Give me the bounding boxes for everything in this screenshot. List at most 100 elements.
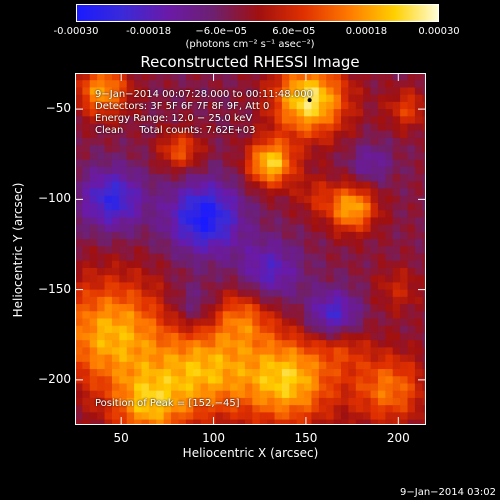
heatmap-cell: [311, 260, 320, 269]
heatmap-cell: [348, 253, 357, 262]
heatmap-cell: [281, 217, 290, 226]
heatmap-cell: [304, 188, 313, 197]
heatmap-cell: [326, 188, 335, 197]
heatmap-cell: [237, 181, 246, 190]
heatmap-cell: [163, 289, 172, 298]
heatmap-cell: [289, 101, 298, 110]
heatmap-cell: [252, 166, 261, 175]
heatmap-cell: [422, 296, 426, 305]
heatmap-cell: [230, 101, 239, 110]
heatmap-cell: [104, 231, 113, 240]
heatmap-cell: [230, 188, 239, 197]
heatmap-cell: [289, 282, 298, 291]
heatmap-cell: [370, 152, 379, 161]
heatmap-cell: [267, 325, 276, 334]
heatmap-cell: [311, 397, 320, 406]
heatmap-cell: [259, 73, 268, 81]
heatmap-cell: [392, 94, 401, 103]
heatmap-cell: [333, 253, 342, 262]
heatmap-cell: [407, 137, 416, 146]
heatmap-cell: [348, 188, 357, 197]
heatmap-cell: [304, 73, 313, 81]
heatmap-cell: [148, 347, 157, 356]
heatmap-cell: [422, 412, 426, 421]
heatmap-cell: [274, 109, 283, 117]
heatmap-cell: [341, 116, 350, 125]
heatmap-cell: [222, 246, 231, 255]
heatmap-cell: [104, 94, 113, 103]
heatmap-cell: [141, 304, 150, 312]
heatmap-cell: [134, 181, 143, 190]
heatmap-cell: [370, 174, 379, 182]
heatmap-cell: [318, 354, 327, 363]
heatmap-cell: [97, 217, 106, 226]
heatmap-cell: [259, 267, 268, 276]
heatmap-cell: [200, 347, 209, 356]
heatmap-cell: [111, 239, 120, 247]
heatmap-cell: [274, 412, 283, 421]
heatmap-cell: [237, 145, 246, 154]
heatmap-cell: [208, 383, 216, 392]
heatmap-cell: [363, 369, 372, 377]
heatmap-cell: [422, 80, 426, 89]
colorbar-tick-label: 6.0e−05: [272, 26, 316, 37]
heatmap-cell: [230, 246, 239, 255]
heatmap-cell: [126, 224, 135, 233]
heatmap-cell: [252, 267, 261, 276]
heatmap-cell: [230, 87, 239, 96]
heatmap-cell: [75, 159, 83, 168]
heatmap-cell: [311, 361, 320, 370]
heatmap-cell: [200, 195, 209, 204]
heatmap-cell: [178, 311, 187, 320]
heatmap-cell: [185, 210, 194, 219]
heatmap-cell: [244, 340, 253, 348]
heatmap-cell: [311, 181, 320, 190]
heatmap-cell: [126, 116, 135, 125]
heatmap-cell: [215, 101, 224, 110]
heatmap-cell: [244, 231, 253, 240]
heatmap-cell: [289, 383, 298, 392]
heatmap-cell: [126, 354, 135, 363]
heatmap-cell: [333, 109, 342, 117]
heatmap-cell: [171, 130, 180, 139]
heatmap-cell: [208, 73, 216, 81]
heatmap-cell: [385, 397, 394, 406]
heatmap-cell: [215, 369, 224, 377]
heatmap-cell: [363, 289, 372, 298]
heatmap-cell: [400, 202, 409, 211]
heatmap-cell: [171, 390, 180, 399]
heatmap-cell: [296, 282, 305, 291]
heatmap-cell: [163, 267, 172, 276]
heatmap-cell: [370, 383, 379, 392]
heatmap-cell: [400, 166, 409, 175]
heatmap-cell: [341, 304, 350, 312]
heatmap-cell: [75, 282, 83, 291]
heatmap-cell: [111, 80, 120, 89]
heatmap-cell: [119, 195, 128, 204]
heatmap-cell: [97, 73, 106, 81]
heatmap-cell: [230, 116, 239, 125]
heatmap-cell: [281, 137, 290, 146]
heatmap-cell: [156, 202, 165, 211]
heatmap-cell: [281, 383, 290, 392]
heatmap-cell: [348, 80, 357, 89]
heatmap-cell: [355, 217, 364, 226]
heatmap-cell: [326, 253, 335, 262]
heatmap-cell: [171, 289, 180, 298]
heatmap-cell: [75, 347, 83, 356]
heatmap-cell: [318, 181, 327, 190]
heatmap-cell: [222, 376, 231, 385]
heatmap-cell: [222, 289, 231, 298]
heatmap-cell: [111, 390, 120, 399]
heatmap-cell: [193, 231, 202, 240]
heatmap-cell: [363, 239, 372, 247]
heatmap-cell: [141, 390, 150, 399]
heatmap-cell: [222, 137, 231, 146]
heatmap-cell: [163, 340, 172, 348]
heatmap-cell: [304, 210, 313, 219]
heatmap-cell: [237, 332, 246, 341]
heatmap-cell: [185, 181, 194, 190]
heatmap-cell: [333, 217, 342, 226]
heatmap-cell: [385, 224, 394, 233]
heatmap-cell: [208, 361, 216, 370]
